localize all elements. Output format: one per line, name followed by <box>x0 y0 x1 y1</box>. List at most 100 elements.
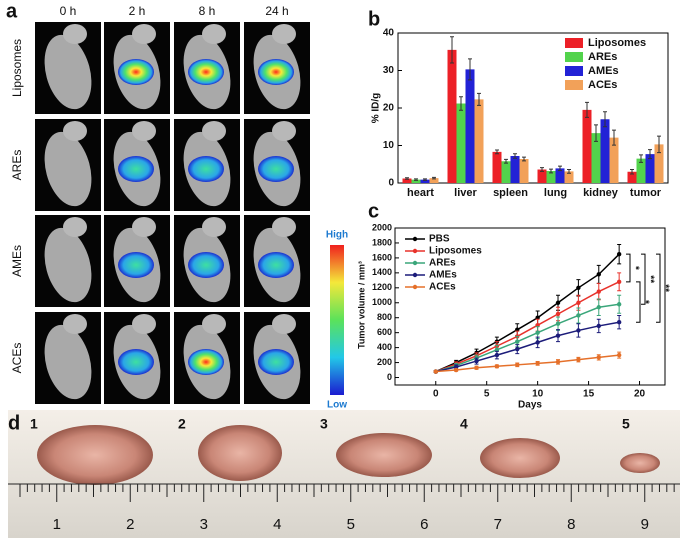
mouse-head <box>272 217 296 237</box>
point <box>616 302 622 307</box>
legend-label: ACEs <box>429 282 456 293</box>
legend-marker <box>412 248 418 254</box>
point <box>576 300 581 305</box>
significance: * <box>629 266 640 270</box>
error-bar <box>540 167 544 172</box>
y-tick-label: 1200 <box>372 282 392 292</box>
error-bar <box>612 129 616 146</box>
column-label: 2 h <box>129 4 146 18</box>
y-tick-label: 1000 <box>372 297 392 307</box>
series-line <box>435 303 620 373</box>
y-tick-label: 2000 <box>372 222 392 232</box>
sample-label: 4 <box>460 416 468 432</box>
error-bar <box>567 169 571 174</box>
ruler-number: 2 <box>126 516 134 533</box>
error-bar <box>495 149 499 155</box>
legend-label: AREs <box>588 51 617 63</box>
point <box>616 320 622 325</box>
x-tick-label: 15 <box>583 389 595 400</box>
legend-label: Liposomes <box>429 246 482 257</box>
y-tick-label: 30 <box>383 65 395 76</box>
scale-low: Low <box>327 400 347 411</box>
row-label: AMEs <box>10 245 24 277</box>
legend-swatch <box>565 52 583 62</box>
error-bar <box>414 178 418 181</box>
mouse <box>44 131 92 207</box>
tumor <box>620 453 660 473</box>
series-line <box>435 253 620 373</box>
tumor <box>198 425 282 481</box>
point <box>555 359 561 365</box>
point <box>494 352 500 358</box>
signal <box>188 349 224 375</box>
bar <box>636 158 646 183</box>
point <box>535 340 540 345</box>
y-tick-label: 1400 <box>372 267 392 277</box>
legend-label: ACEs <box>588 79 617 91</box>
point <box>535 330 540 335</box>
bar <box>600 119 610 183</box>
point <box>596 305 601 310</box>
error-bar <box>639 154 643 163</box>
mouse-head <box>63 217 87 237</box>
ruler-number: 8 <box>567 516 575 533</box>
point <box>474 365 479 371</box>
x-tick-label: liver <box>454 187 477 199</box>
point <box>555 311 561 317</box>
bar <box>420 179 430 183</box>
sample-label: 5 <box>622 416 630 432</box>
mouse-head <box>272 24 296 44</box>
point <box>555 333 561 338</box>
bar <box>555 168 565 183</box>
legend-marker <box>412 284 418 290</box>
point <box>555 321 561 326</box>
point <box>616 279 622 285</box>
mouse <box>44 324 92 400</box>
tumor <box>336 433 432 477</box>
x-tick-label: spleen <box>493 187 528 199</box>
y-axis-label: % ID/g <box>371 93 382 124</box>
bracket <box>636 281 641 323</box>
legend-label: PBS <box>429 234 450 245</box>
y-tick-label: 400 <box>377 342 392 352</box>
column-label: 24 h <box>265 4 288 18</box>
error-bar <box>450 36 454 64</box>
bracket <box>626 253 631 283</box>
bar <box>474 99 484 183</box>
signal <box>188 59 224 85</box>
bar <box>411 179 421 183</box>
signal <box>258 59 294 85</box>
legend-marker <box>412 260 418 266</box>
error-bar <box>630 169 634 175</box>
mouse-head <box>132 314 156 334</box>
error-bar <box>504 158 508 164</box>
legend-marker <box>412 236 418 242</box>
bar <box>591 133 601 183</box>
point <box>474 358 479 364</box>
mouse-head <box>202 24 226 44</box>
bar <box>645 154 655 183</box>
error-bar <box>405 177 409 180</box>
error-bar <box>603 111 607 128</box>
bar <box>501 161 511 183</box>
error-bar <box>648 149 652 160</box>
signal <box>258 252 294 278</box>
legend-marker <box>412 272 418 278</box>
panel-label: a <box>6 0 18 22</box>
signal <box>188 156 224 182</box>
x-tick-label: 0 <box>433 389 439 400</box>
sample-label: 2 <box>178 416 186 432</box>
y-tick-label: 20 <box>383 103 395 114</box>
row-label: Liposomes <box>10 39 24 97</box>
legend-label: AREs <box>429 258 456 269</box>
legend-label: Liposomes <box>588 37 646 49</box>
x-tick-label: 20 <box>634 389 646 400</box>
point <box>576 313 581 318</box>
column-label: 0 h <box>60 4 77 18</box>
column-label: 8 h <box>199 4 216 18</box>
tumor <box>480 438 560 478</box>
series-line <box>435 321 620 373</box>
point <box>596 323 601 329</box>
point <box>453 367 459 373</box>
point <box>494 364 500 369</box>
